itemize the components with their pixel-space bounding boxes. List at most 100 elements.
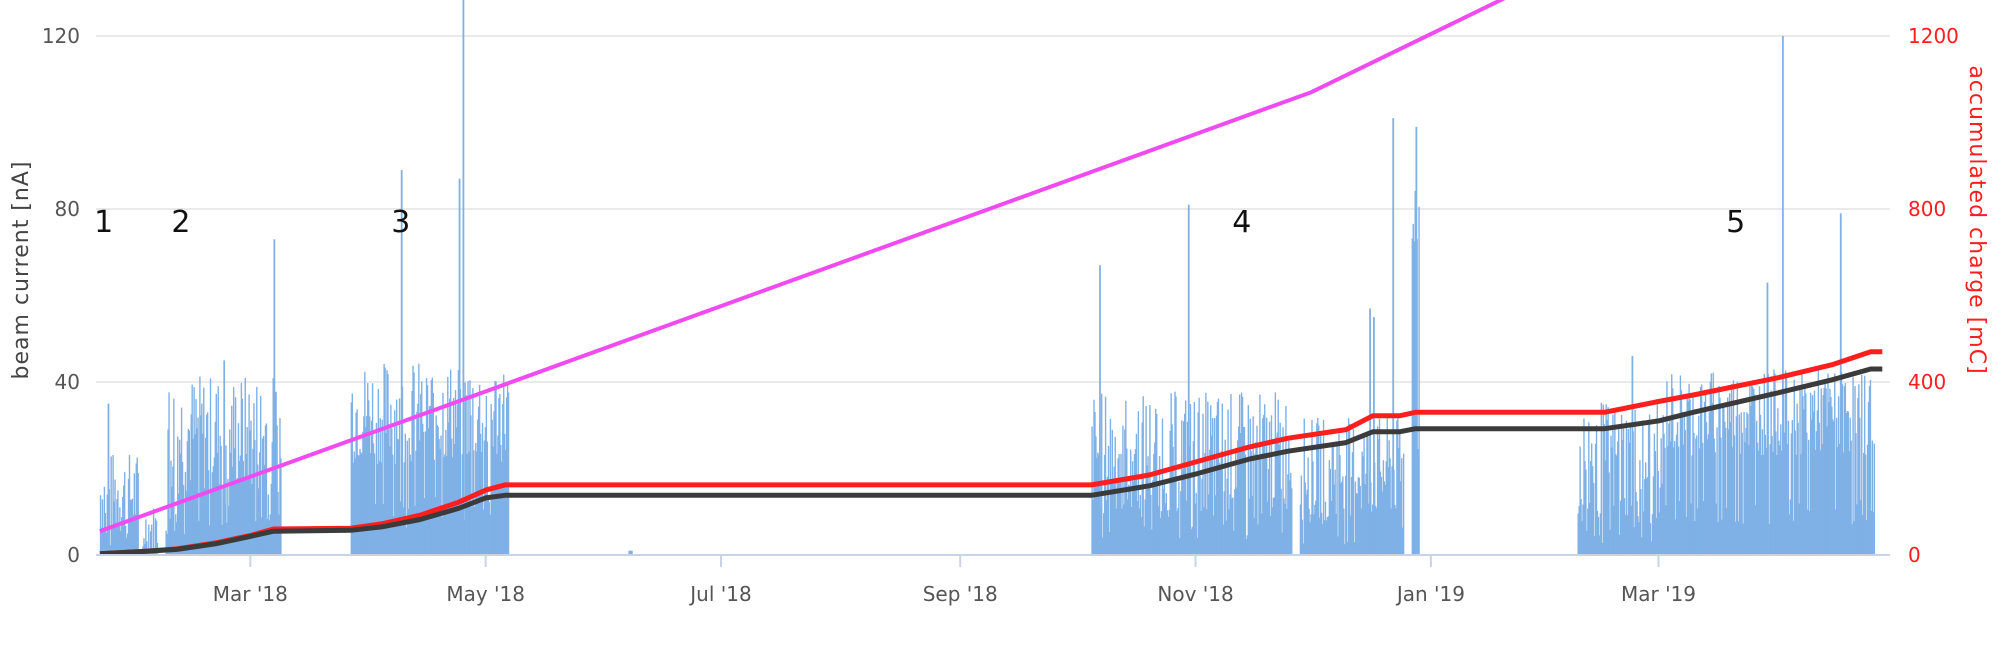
bar <box>206 412 209 555</box>
bar <box>384 367 386 555</box>
bar <box>178 439 181 555</box>
bar <box>1646 477 1649 555</box>
bar <box>1653 433 1656 555</box>
bar <box>1311 419 1313 555</box>
bar <box>121 517 123 555</box>
bar <box>1092 499 1094 555</box>
bar <box>1283 498 1285 555</box>
bar <box>1873 443 1876 555</box>
bar <box>1765 447 1767 555</box>
bar <box>1755 420 1758 555</box>
bar <box>1656 399 1658 555</box>
bar <box>271 442 273 555</box>
bar <box>351 393 353 555</box>
bar <box>1686 395 1688 555</box>
bar <box>1196 538 1198 555</box>
bar <box>1583 418 1585 555</box>
bar <box>418 363 420 555</box>
bar <box>369 453 372 555</box>
bar <box>1345 475 1347 555</box>
bar <box>354 458 356 555</box>
bar <box>1582 504 1584 555</box>
bar <box>1211 418 1214 555</box>
bar <box>256 386 258 555</box>
bar <box>355 412 357 555</box>
bar <box>1679 375 1682 555</box>
bar <box>1732 380 1735 555</box>
bar <box>1109 418 1112 555</box>
bar <box>1413 241 1415 555</box>
bar <box>1335 513 1337 555</box>
y-right-tick-label: 1200 <box>1908 24 1959 48</box>
bar <box>1771 436 1773 555</box>
bar <box>263 465 266 555</box>
bar <box>179 453 182 555</box>
bar <box>1107 445 1110 555</box>
bar <box>168 392 170 555</box>
bar <box>1658 512 1660 555</box>
bar <box>123 472 126 555</box>
bar <box>1108 531 1111 555</box>
bar <box>1829 388 1831 555</box>
bar <box>1797 422 1799 555</box>
bar <box>1860 500 1862 555</box>
bar <box>1695 438 1697 555</box>
bar <box>498 398 500 555</box>
bar <box>1126 448 1128 555</box>
bar <box>1357 477 1359 555</box>
bar <box>1143 526 1145 555</box>
bar <box>1633 527 1635 555</box>
bar <box>1150 494 1152 555</box>
bar <box>278 514 280 555</box>
bar <box>507 392 510 555</box>
bar <box>1112 483 1114 555</box>
bar <box>1654 451 1657 555</box>
bar <box>1204 453 1206 555</box>
bar <box>1185 500 1188 555</box>
bar <box>412 365 414 555</box>
bar <box>1711 402 1713 555</box>
bar <box>1199 475 1201 555</box>
bar <box>1250 451 1252 555</box>
bar <box>1818 422 1821 555</box>
bar <box>1339 455 1341 555</box>
bar <box>1104 396 1107 555</box>
bar <box>467 381 469 555</box>
bar <box>1858 384 1860 555</box>
bar <box>1239 433 1242 555</box>
bar <box>1222 524 1224 555</box>
period-annotations: 1 2 3 4 5 <box>94 205 1745 240</box>
bar <box>1650 541 1653 555</box>
bar <box>1402 453 1405 555</box>
bar <box>502 403 504 555</box>
bar <box>1164 503 1167 555</box>
bar <box>1254 453 1256 555</box>
bar <box>238 461 241 555</box>
bar <box>1365 473 1367 555</box>
bar <box>1114 436 1116 555</box>
bar <box>259 395 262 555</box>
bar <box>106 494 109 555</box>
bar <box>1733 435 1736 555</box>
bar <box>1231 498 1233 555</box>
bar <box>111 527 113 555</box>
bar <box>268 520 271 555</box>
bar <box>1248 498 1250 555</box>
bar <box>1792 520 1794 555</box>
bar <box>1173 481 1175 555</box>
bar <box>1620 415 1623 555</box>
bar <box>386 370 388 555</box>
bar <box>414 505 416 555</box>
bar <box>1751 385 1753 555</box>
bar <box>135 463 137 555</box>
bar <box>1709 381 1712 555</box>
bar <box>1137 411 1140 555</box>
bar <box>1665 505 1667 555</box>
bar <box>1170 393 1172 555</box>
bar <box>123 485 125 555</box>
bar <box>1244 454 1247 555</box>
bar <box>1234 489 1236 555</box>
bar <box>492 446 494 555</box>
bar <box>1287 474 1289 555</box>
bar <box>1599 513 1602 555</box>
